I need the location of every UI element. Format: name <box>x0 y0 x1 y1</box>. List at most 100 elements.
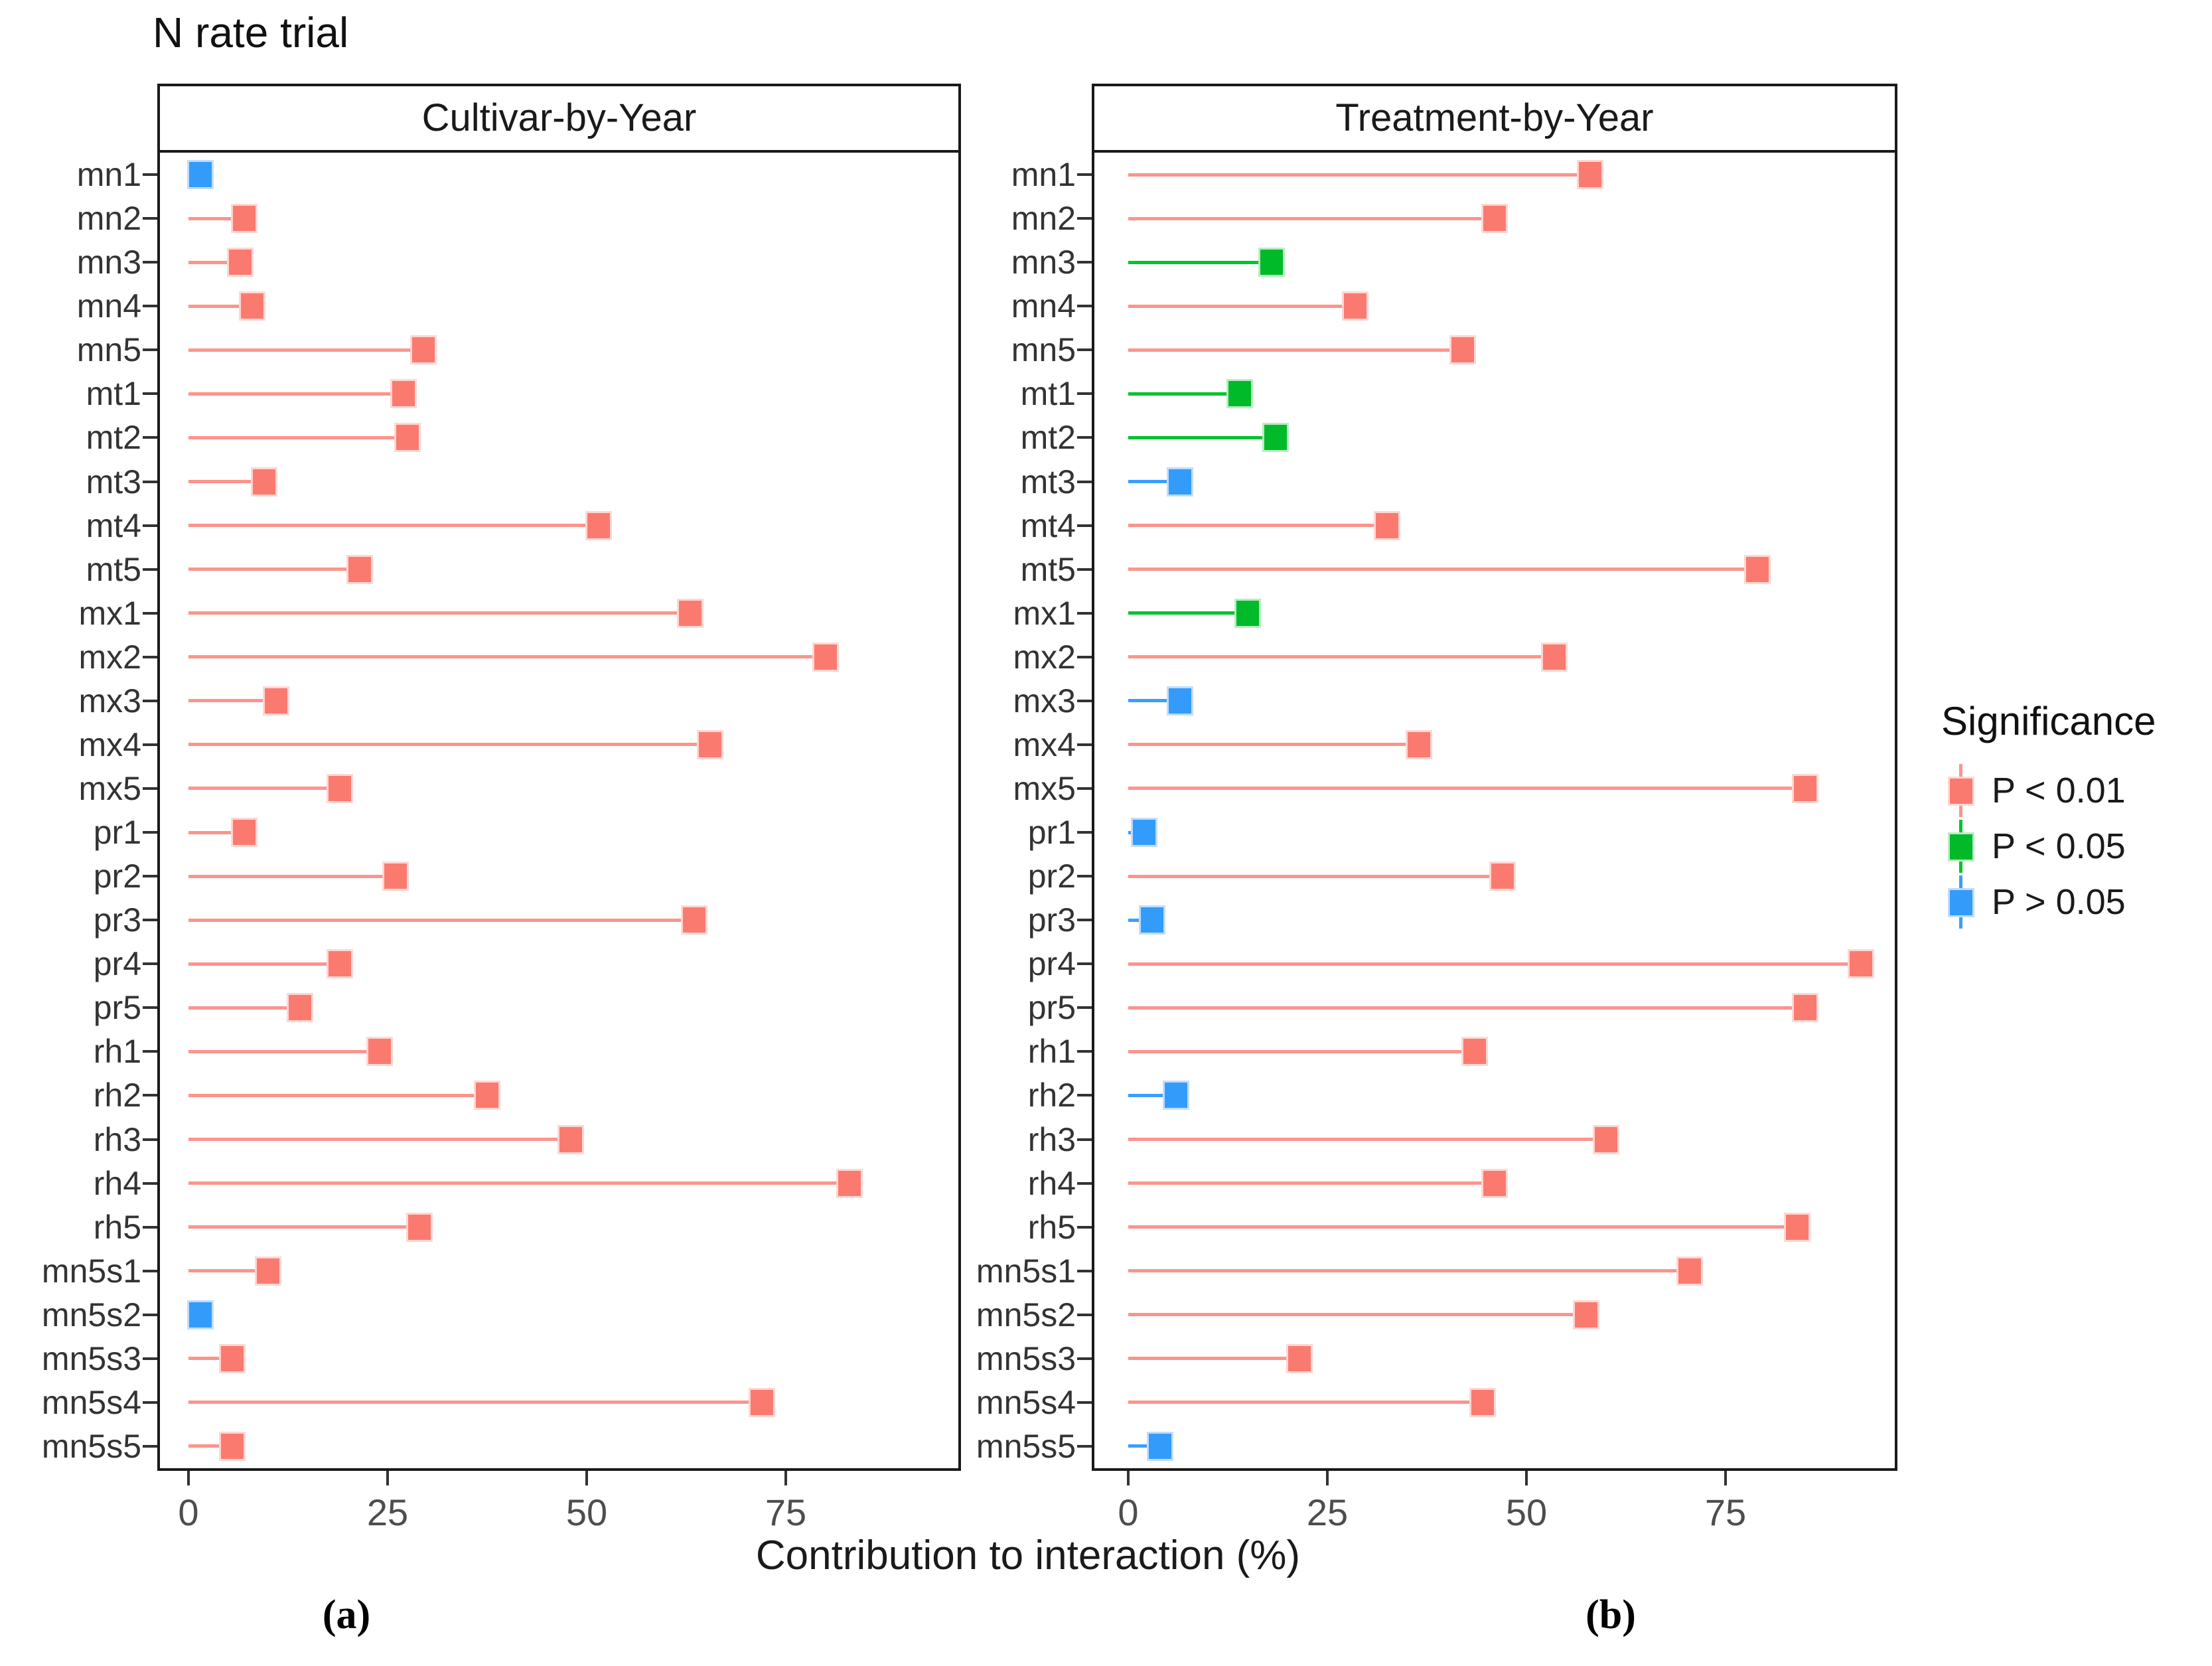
y-axis-label: mn2 <box>76 200 141 238</box>
lollipop-marker <box>1461 1037 1488 1067</box>
y-axis-tick <box>143 1006 157 1010</box>
y-axis-tick <box>1077 1225 1092 1229</box>
lollipop-marker <box>1167 467 1193 496</box>
lollipop-marker <box>263 686 289 716</box>
lollipop-marker <box>1848 949 1874 979</box>
lollipop-stick <box>188 304 252 308</box>
y-axis-label: mn5 <box>1011 331 1076 369</box>
y-axis-tick <box>143 919 157 922</box>
x-tick-label: 75 <box>1704 1491 1747 1533</box>
y-axis-label: mn5s1 <box>976 1252 1076 1290</box>
y-axis-tick <box>143 568 157 571</box>
y-axis-label: mn5s3 <box>976 1339 1076 1377</box>
y-axis-tick <box>1077 743 1092 746</box>
lollipop-stick <box>1128 392 1240 396</box>
facet-strip-treatment-by-year: Treatment-by-Year <box>1092 84 1897 153</box>
lollipop-stick <box>188 743 710 747</box>
lollipop-stick <box>188 1093 487 1097</box>
y-axis-tick <box>1077 831 1092 834</box>
y-axis-label: mn2 <box>1011 200 1076 238</box>
y-axis-label: mn5s3 <box>41 1339 141 1377</box>
y-axis-tick <box>143 743 157 746</box>
y-axis-tick <box>143 1269 157 1272</box>
lollipop-stick <box>1128 348 1463 352</box>
y-axis-tick <box>1077 217 1092 220</box>
lollipop-marker <box>697 729 723 759</box>
x-tick-label: 50 <box>565 1491 608 1533</box>
y-axis-tick <box>143 655 157 658</box>
lollipop-marker <box>1489 862 1516 891</box>
y-axis-tick <box>143 480 157 483</box>
legend-entry-p-gt-0.05: P > 0.05 <box>1941 874 2212 930</box>
x-tick-label: 0 <box>1118 1491 1139 1533</box>
lollipop-marker <box>1469 1387 1496 1417</box>
lollipop-stick <box>188 1357 232 1361</box>
lollipop-stick <box>1128 1357 1299 1361</box>
y-axis-tick <box>1077 480 1092 483</box>
square-marker-icon <box>1948 832 1974 862</box>
y-axis-tick <box>1077 962 1092 966</box>
y-axis-tick <box>1077 611 1092 615</box>
lollipop-stick <box>188 480 264 483</box>
lollipop-stick <box>188 1444 232 1448</box>
lollipop-stick <box>1128 1225 1797 1229</box>
x-tick-label: 50 <box>1505 1491 1548 1533</box>
y-axis-tick <box>143 1181 157 1185</box>
lollipop-marker <box>1131 818 1157 848</box>
y-axis-tick <box>1077 305 1092 308</box>
y-axis-tick <box>1077 348 1092 352</box>
legend: Significance P < 0.01 P < 0.05 <box>1941 698 2212 930</box>
y-axis-tick <box>143 217 157 220</box>
y-axis-tick <box>143 1050 157 1053</box>
y-axis-label: mt2 <box>1020 419 1076 457</box>
y-axis-label: mx3 <box>78 682 141 719</box>
lollipop-stick <box>1128 743 1419 747</box>
y-axis-tick <box>1077 1313 1092 1316</box>
y-axis-tick <box>1077 1357 1092 1360</box>
y-axis-label: mt3 <box>1020 463 1076 500</box>
lollipop-stick <box>188 1401 762 1404</box>
y-axis-label: mt1 <box>86 375 141 413</box>
lollipop-marker <box>187 1300 214 1329</box>
y-axis-tick <box>1077 699 1092 702</box>
lollipop-marker <box>557 1124 584 1154</box>
y-axis-tick <box>1077 787 1092 790</box>
lollipop-marker <box>390 379 417 409</box>
y-axis-label: mx5 <box>1013 769 1076 807</box>
y-axis-label: pr4 <box>93 945 141 983</box>
lollipop-marker <box>410 335 437 365</box>
lollipop-stick <box>188 524 599 528</box>
lollipop-marker <box>681 905 707 935</box>
lollipop-marker <box>474 1081 500 1110</box>
y-axis-label: rh5 <box>1027 1208 1076 1246</box>
y-axis-label: mx4 <box>1013 725 1076 763</box>
square-marker-icon <box>1948 777 1974 806</box>
lollipop-marker <box>1577 160 1603 190</box>
y-axis-tick <box>1077 1050 1092 1053</box>
y-axis-label: mx2 <box>1013 638 1076 676</box>
lollipop-stick <box>188 568 360 571</box>
y-axis-tick <box>143 875 157 878</box>
lollipop-marker <box>1163 1081 1189 1110</box>
lollipop-stick <box>1128 524 1387 528</box>
y-axis-tick <box>1077 655 1092 658</box>
x-tick-label: 25 <box>366 1491 409 1533</box>
lollipop-stick <box>188 260 240 264</box>
y-axis-tick <box>1077 261 1092 264</box>
lollipop-stick <box>1128 962 1861 966</box>
x-axis-tick <box>187 1471 190 1485</box>
lollipop-stick <box>188 392 404 396</box>
lollipop-stick <box>1128 216 1495 220</box>
lollipop-marker <box>1792 773 1818 803</box>
y-axis-label: pr2 <box>93 858 141 895</box>
y-axis-tick <box>1077 1181 1092 1185</box>
y-axis-label: mx1 <box>1013 594 1076 632</box>
y-axis-label: mx5 <box>78 769 141 807</box>
y-axis-label: mn1 <box>1011 156 1076 194</box>
legend-entry-p-lt-0.05: P < 0.05 <box>1941 818 2212 874</box>
legend-key <box>1941 818 1980 874</box>
panel-treatment-by-year <box>1092 150 1897 1471</box>
lollipop-marker <box>287 993 313 1023</box>
y-axis-tick <box>143 524 157 527</box>
lollipop-stick <box>1128 1313 1586 1317</box>
